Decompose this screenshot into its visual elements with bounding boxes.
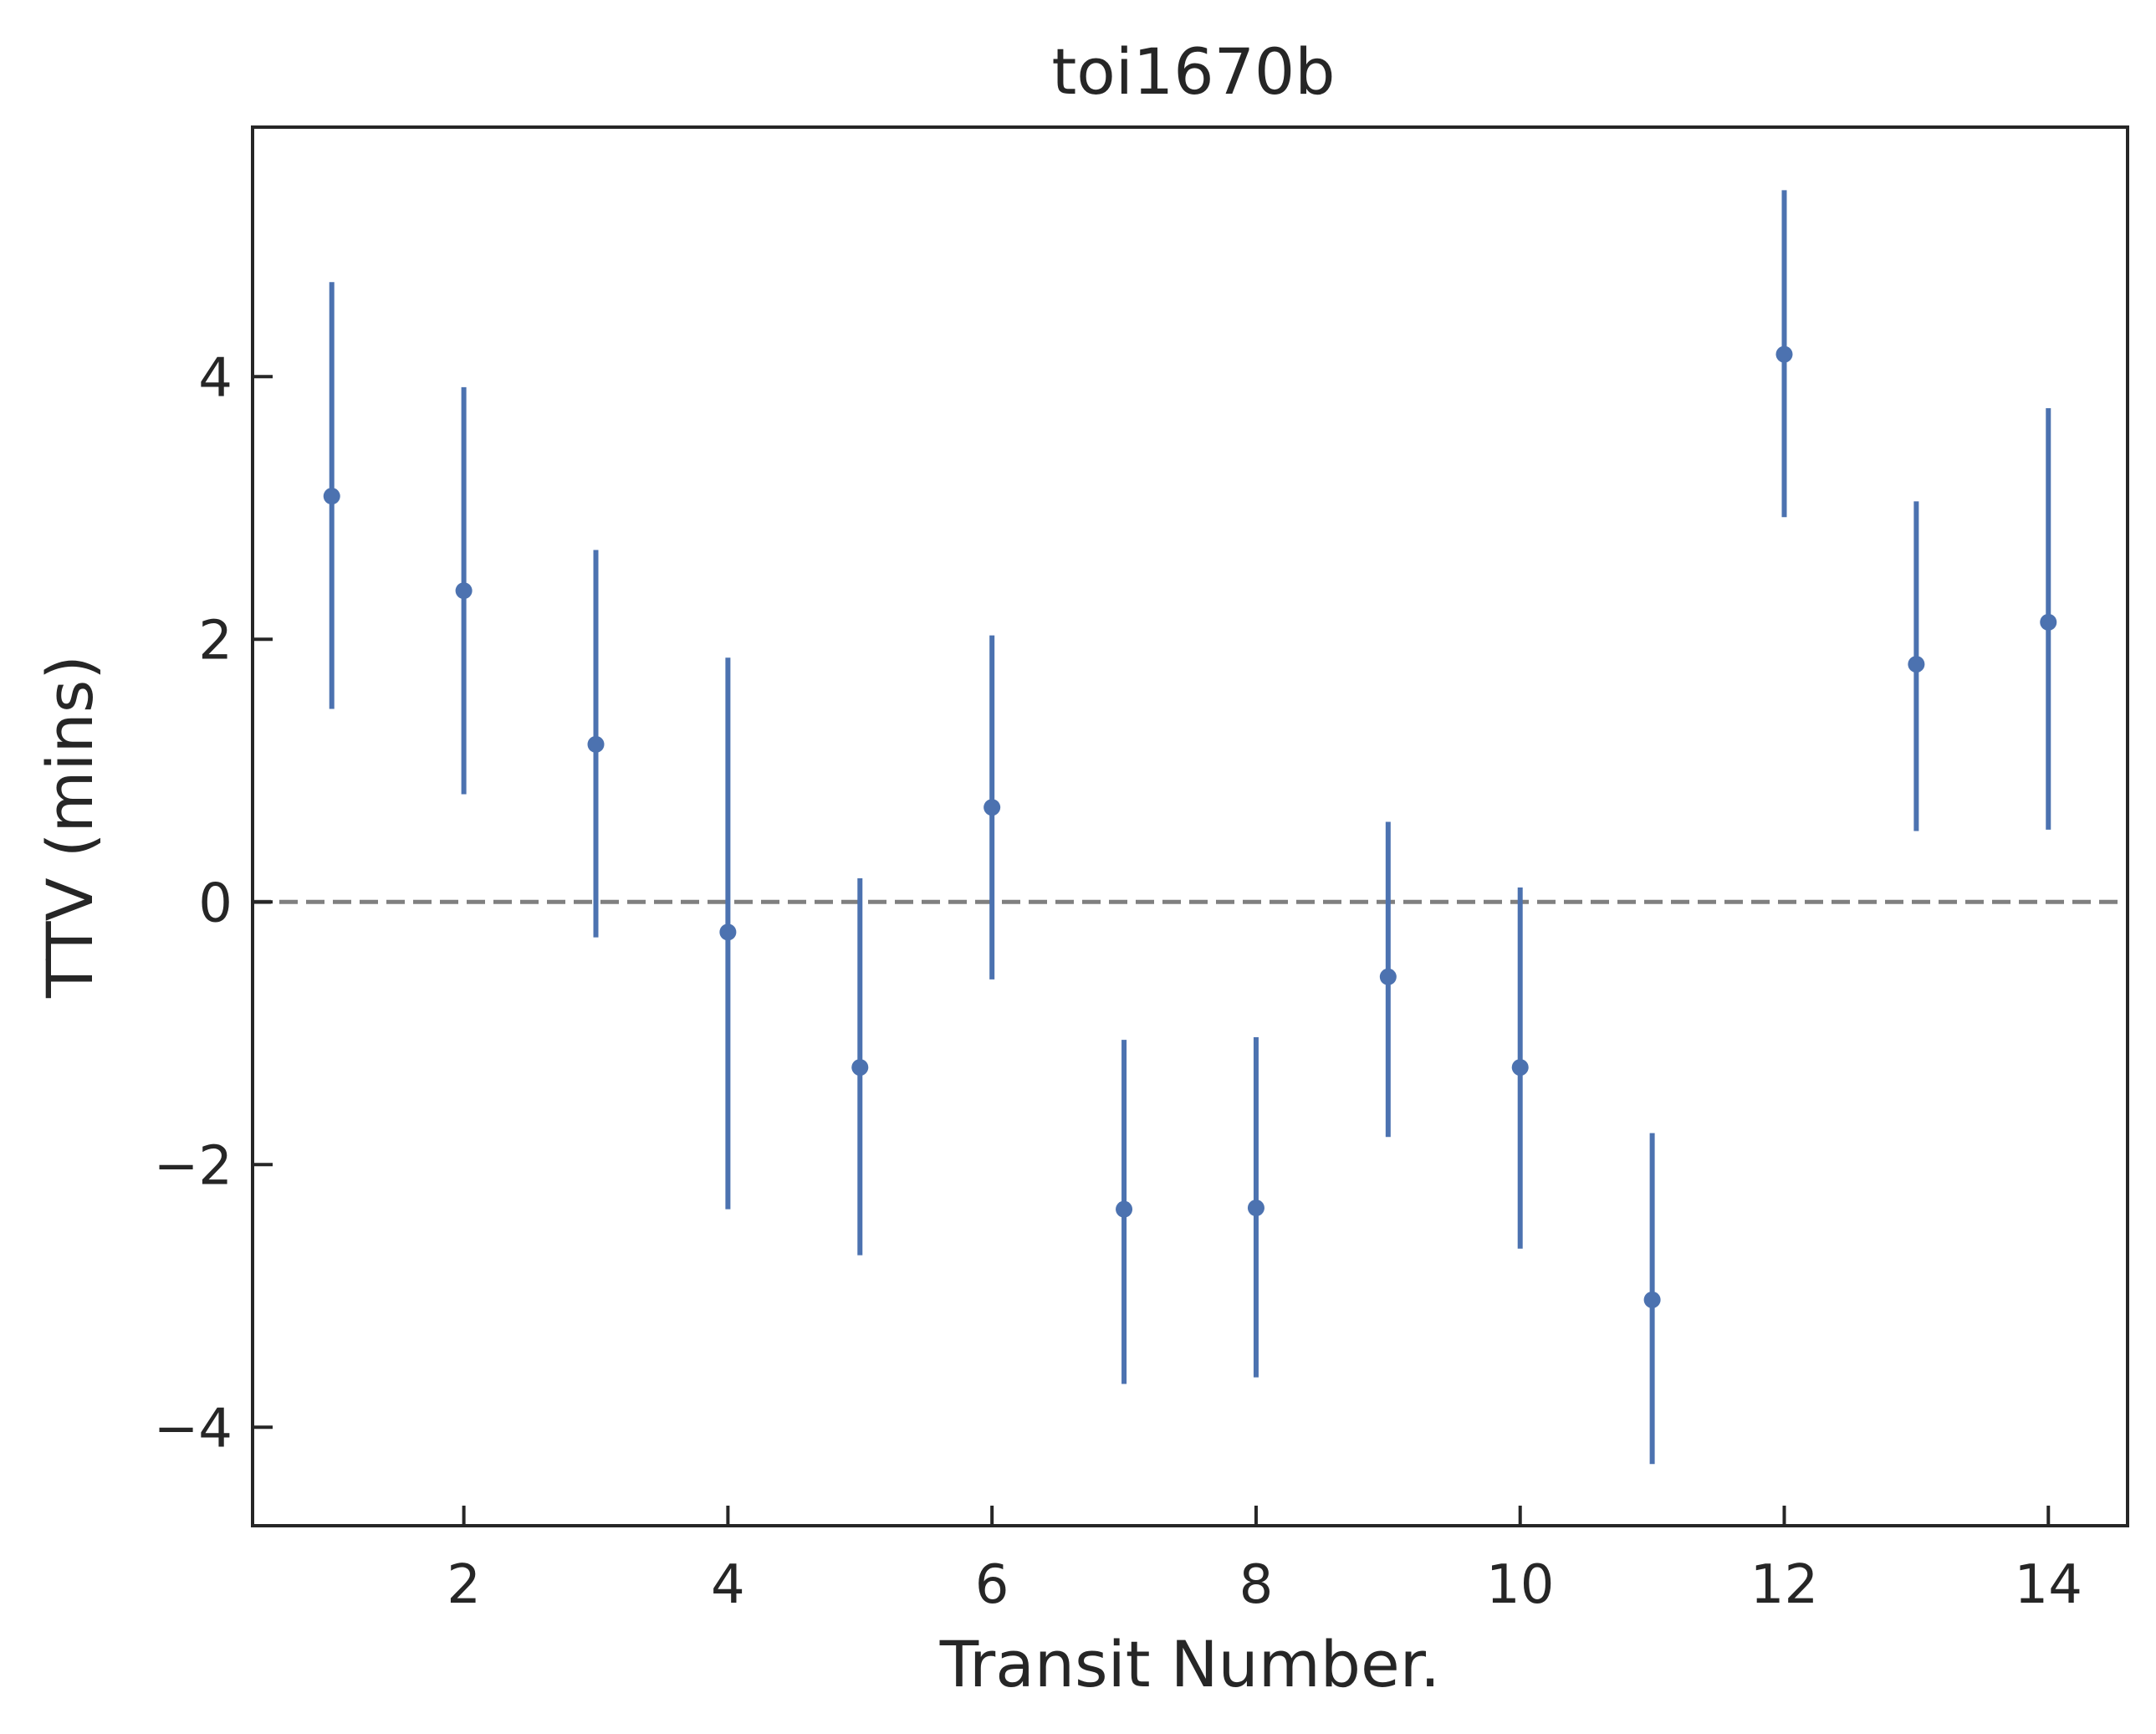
data-point bbox=[1643, 1291, 1661, 1308]
data-point bbox=[983, 799, 1001, 816]
y-tick-label: 0 bbox=[198, 872, 232, 934]
data-point bbox=[851, 1059, 869, 1077]
data-point bbox=[1247, 1199, 1264, 1217]
y-axis-title: TTV (mins) bbox=[33, 655, 107, 999]
x-tick-label: 6 bbox=[975, 1554, 1009, 1616]
x-tick-label: 4 bbox=[711, 1554, 745, 1616]
plot-area bbox=[253, 190, 2128, 1465]
x-tick-label: 12 bbox=[1750, 1554, 1818, 1616]
data-point bbox=[455, 582, 473, 600]
x-axis-ticks: 2 4 6 8 10 12 14 bbox=[447, 1506, 2082, 1616]
data-point bbox=[587, 735, 605, 753]
data-point bbox=[719, 923, 737, 941]
y-tick-label: −2 bbox=[154, 1135, 232, 1197]
x-tick-label: 2 bbox=[447, 1554, 481, 1616]
data-point bbox=[2040, 613, 2057, 631]
x-tick-label: 8 bbox=[1239, 1554, 1274, 1616]
x-tick-label: 14 bbox=[2015, 1554, 2082, 1616]
data-point bbox=[1775, 345, 1793, 363]
y-tick-label: 2 bbox=[198, 610, 232, 672]
y-tick-label: 4 bbox=[198, 347, 232, 409]
data-point bbox=[1116, 1200, 1133, 1218]
plot-frame bbox=[251, 125, 2129, 1527]
y-tick-label: −4 bbox=[154, 1398, 232, 1460]
chart-title: toi1670b bbox=[1051, 34, 1335, 109]
x-tick-label: 10 bbox=[1486, 1554, 1554, 1616]
data-point bbox=[1511, 1059, 1529, 1077]
data-point bbox=[323, 488, 340, 505]
data-point bbox=[1908, 656, 1925, 673]
data-point bbox=[1379, 968, 1397, 985]
x-axis-title: Transit Number. bbox=[939, 1627, 1440, 1701]
y-axis-ticks: −4 −2 0 2 4 bbox=[154, 347, 273, 1460]
